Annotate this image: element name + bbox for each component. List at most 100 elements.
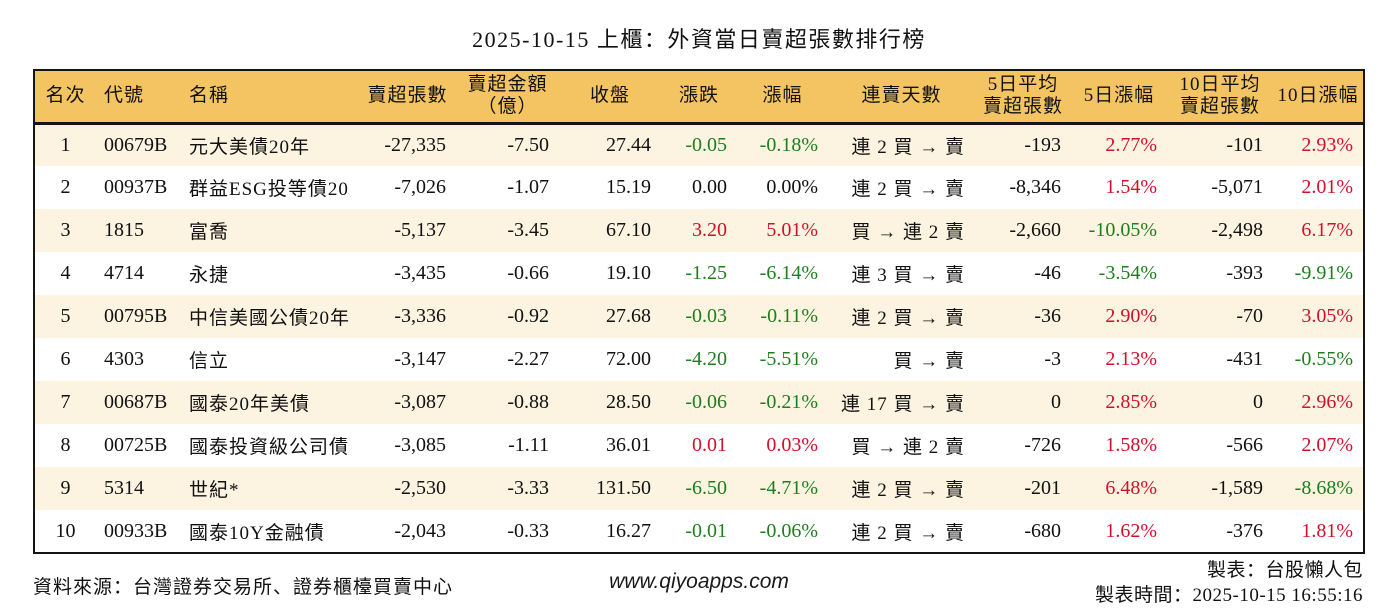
cell-sell_volume: -3,085: [394, 434, 446, 456]
cell-pct10: -9.91%: [1294, 262, 1353, 284]
table-row: 3 1815 富喬 -5,137 -3.45 67.10 3.20 5.01% 買 → 連 2 …: [34, 209, 1364, 252]
cell-sell_amount: -2.27: [507, 348, 549, 370]
cell-code: 4714: [104, 262, 144, 284]
cell-name: 群益ESG投等債20: [189, 179, 349, 200]
table-row: 4 4714 永捷 -3,435 -0.66 19.10 -1.25 -6.14% 連 3 買 …: [34, 252, 1364, 295]
cell-name: 國泰20年美債: [189, 394, 311, 415]
cell-name: 中信美國公債20年: [189, 308, 351, 329]
cell-sell_amount: -0.33: [507, 519, 549, 542]
cell-pct5: 2.77%: [1105, 133, 1157, 156]
col-header-sell_volume: 賣超張數: [359, 70, 456, 125]
cell-avg10: -431: [1226, 348, 1263, 370]
cell-avg5: -8,346: [1009, 176, 1061, 198]
cell-rank: 4: [60, 262, 71, 284]
table-row: 2 00937B 群益ESG投等債20 -7,026 -1.07 15.19 0.00 0.0…: [34, 166, 1364, 209]
cell-streak: 買 → 連 2 賣: [851, 437, 965, 458]
col-header-streak: 連賣天數: [828, 70, 975, 125]
cell-avg10: -1,589: [1211, 477, 1263, 499]
cell-streak: 連 2 買 → 賣: [851, 480, 965, 501]
cell-change_pct: -0.11%: [760, 305, 818, 327]
cell-change_pct: -6.14%: [759, 262, 818, 284]
cell-change: -6.50: [685, 477, 727, 499]
cell-close: 72.00: [606, 348, 651, 370]
cell-avg10: -393: [1226, 262, 1263, 284]
cell-sell_amount: -1.07: [507, 176, 549, 198]
cell-sell_amount: -7.50: [507, 133, 549, 156]
cell-change_pct: -0.06%: [759, 519, 818, 542]
foreign-net-sell-ranking-table: 名次 代號 名稱 賣超張數 賣超金額 （億） 收盤 漲跌 漲幅 連賣天數 5日平均 賣超張數 5日漲幅 1…: [33, 69, 1365, 554]
cell-change: 3.20: [692, 219, 727, 241]
col-header-avg10: 10日平均 賣超張數: [1167, 70, 1273, 125]
cell-pct10: 1.81%: [1301, 519, 1353, 542]
cell-sell_amount: -0.92: [507, 305, 549, 327]
credit-author: 製表：台股懶人包: [1206, 560, 1363, 581]
cell-rank: 9: [60, 477, 71, 499]
cell-pct5: 2.13%: [1105, 348, 1157, 370]
cell-avg5: -680: [1024, 519, 1061, 542]
cell-streak: 連 2 買 → 賣: [851, 522, 965, 544]
cell-code: 00679B: [104, 133, 168, 156]
col-header-rank: 名次: [34, 70, 96, 125]
cell-pct10: 2.96%: [1301, 391, 1353, 413]
cell-pct10: 6.17%: [1301, 219, 1353, 241]
cell-pct5: -3.54%: [1098, 262, 1157, 284]
table-row: 8 00725B 國泰投資級公司債 -3,085 -1.11 36.01 0.01 0.03%…: [34, 424, 1364, 467]
cell-streak: 買 → 連 2 賣: [851, 222, 965, 243]
cell-rank: 2: [60, 176, 71, 198]
cell-sell_volume: -27,335: [384, 133, 446, 156]
table-row: 10 00933B 國泰10Y金融債 -2,043 -0.33 16.27 -0.01 -0.…: [34, 510, 1364, 553]
cell-change: -4.20: [685, 348, 727, 370]
cell-rank: 5: [60, 305, 71, 327]
cell-close: 15.19: [606, 176, 651, 198]
cell-avg5: -2,660: [1009, 219, 1061, 241]
cell-change_pct: 0.03%: [766, 434, 818, 456]
cell-sell_amount: -0.66: [507, 262, 549, 284]
cell-close: 28.50: [606, 391, 651, 413]
cell-avg5: -726: [1024, 434, 1061, 456]
table-row: 5 00795B 中信美國公債20年 -3,336 -0.92 27.68 -0.03 -0.…: [34, 295, 1364, 338]
cell-pct10: 2.93%: [1301, 133, 1353, 156]
col-header-pct10: 10日漲幅: [1273, 70, 1364, 125]
cell-sell_volume: -3,087: [394, 391, 446, 413]
credit-timestamp: 製表時間：2025-10-15 16:55:16: [1095, 585, 1363, 606]
table-row: 1 00679B 元大美債20年 -27,335 -7.50 27.44 -0.05 -0.1…: [34, 123, 1364, 166]
cell-sell_volume: -5,137: [394, 219, 446, 241]
cell-change: -0.06: [685, 391, 727, 413]
cell-pct10: 3.05%: [1301, 305, 1353, 327]
cell-avg10: -566: [1226, 434, 1263, 456]
cell-close: 19.10: [606, 262, 651, 284]
cell-code: 00933B: [104, 519, 168, 542]
cell-avg10: -2,498: [1211, 219, 1263, 241]
cell-sell_volume: -2,043: [394, 519, 446, 542]
cell-change: 0.00: [692, 176, 727, 198]
cell-streak: 連 2 買 → 賣: [851, 179, 965, 200]
cell-sell_volume: -3,435: [394, 262, 446, 284]
cell-close: 16.27: [606, 519, 651, 542]
col-header-change: 漲跌: [661, 70, 737, 125]
cell-name: 世紀*: [189, 480, 240, 501]
cell-change_pct: 5.01%: [766, 219, 818, 241]
cell-sell_amount: -0.88: [507, 391, 549, 413]
cell-avg5: -46: [1034, 262, 1061, 284]
cell-code: 00687B: [104, 391, 168, 413]
cell-pct10: 2.01%: [1301, 176, 1353, 198]
website-url: www.qiyoapps.com: [609, 570, 789, 593]
cell-change: -1.25: [685, 262, 727, 284]
cell-pct5: -10.05%: [1088, 219, 1157, 241]
cell-sell_volume: -3,147: [394, 348, 446, 370]
cell-sell_amount: -3.33: [507, 477, 549, 499]
cell-streak: 連 17 買 → 賣: [840, 394, 965, 415]
cell-code: 00795B: [104, 305, 168, 327]
col-header-sell_amount: 賣超金額 （億）: [456, 70, 559, 125]
cell-name: 永捷: [189, 265, 230, 286]
cell-pct10: -0.55%: [1294, 348, 1353, 370]
table-row: 9 5314 世紀* -2,530 -3.33 131.50 -6.50 -4.71% 連 2 …: [34, 467, 1364, 510]
col-header-avg5: 5日平均 賣超張數: [975, 70, 1071, 125]
cell-sell_volume: -3,336: [394, 305, 446, 327]
cell-name: 信立: [189, 351, 230, 372]
data-source-note: 資料來源：台灣證券交易所、證券櫃檯買賣中心: [33, 577, 454, 598]
cell-code: 00937B: [104, 176, 168, 198]
cell-change: -0.01: [685, 519, 727, 542]
cell-code: 1815: [104, 219, 144, 241]
